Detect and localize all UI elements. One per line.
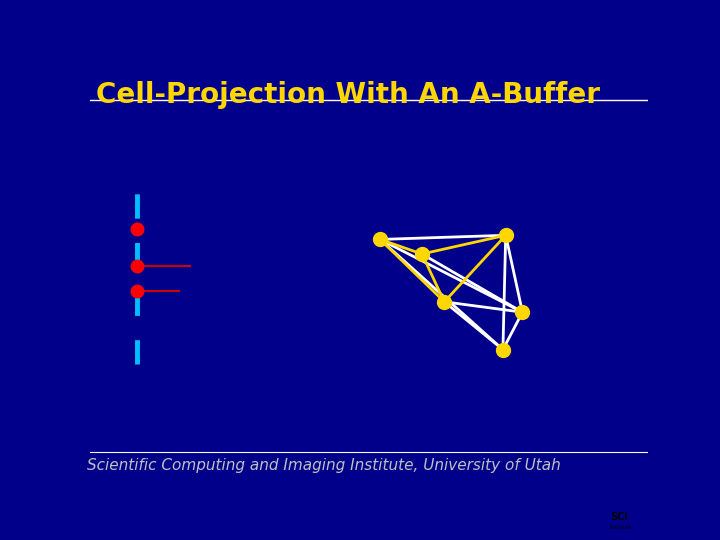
Text: Cell-Projection With An A-Buffer: Cell-Projection With An A-Buffer (96, 82, 600, 110)
Text: Scientific Computing and Imaging Institute, University of Utah: Scientific Computing and Imaging Institu… (88, 458, 561, 472)
Text: Institute: Institute (610, 525, 633, 530)
Text: SCI: SCI (610, 512, 628, 522)
